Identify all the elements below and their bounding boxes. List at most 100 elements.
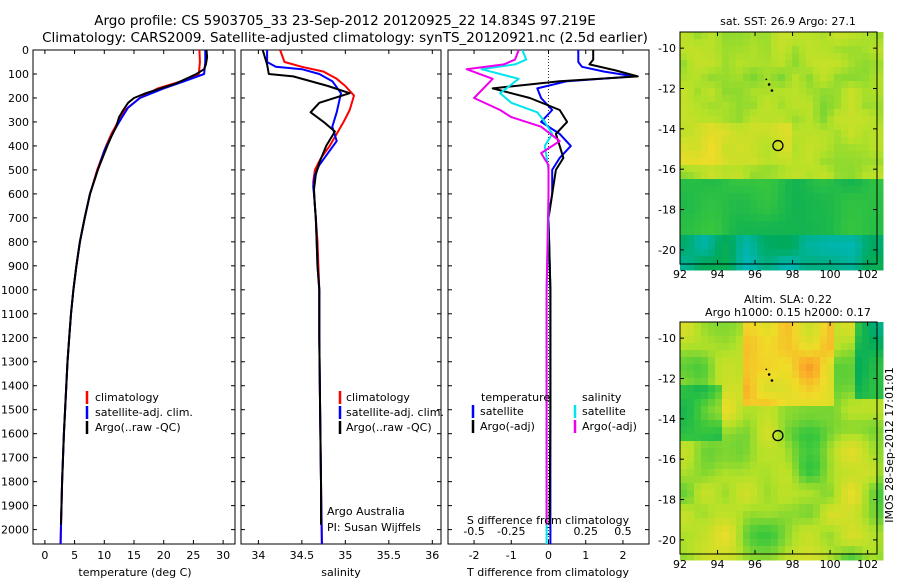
heatmap-cell [736,221,744,229]
heatmap-cell [736,497,744,505]
heatmap-cell [701,448,709,456]
heatmap-cell [771,81,779,89]
heatmap-cell [722,448,730,456]
heatmap-cell [869,441,877,449]
heatmap-cell [792,249,800,257]
heatmap-cell [687,46,695,54]
heatmap-cell [848,427,856,435]
heatmap-cell [869,427,877,435]
heatmap-cell [729,95,737,103]
heatmap-cell [680,60,688,68]
heatmap-cell [701,350,709,358]
heatmap-cell [708,116,716,124]
heatmap-cell [687,109,695,117]
heatmap-cell [820,322,828,330]
heatmap-cell [862,420,870,428]
heatmap-cell [778,427,786,435]
heatmap-cell [813,228,821,236]
heatmap-cell [715,109,723,117]
legend-label-climatology: climatology [95,391,159,404]
heatmap-cell [743,378,751,386]
heatmap-cell [876,88,884,96]
heatmap-cell [806,249,814,257]
heatmap-cell [869,214,877,222]
heatmap-cell [715,322,723,330]
heatmap-cell [785,448,793,456]
heatmap-cell [848,399,856,407]
heatmap-cell [792,67,800,75]
heatmap-cell [778,371,786,379]
heatmap-cell [722,102,730,110]
heatmap-cell [771,322,779,330]
heatmap-cell [813,158,821,166]
heatmap-cell [729,137,737,145]
heatmap-cell [792,158,800,166]
heatmap-cell [680,151,688,159]
heatmap-cell [806,158,814,166]
heatmap-cell [827,497,835,505]
series-line-s-argo [465,50,561,525]
heatmap-cell [834,67,842,75]
heatmap-cell [715,207,723,215]
heatmap-cell [757,448,765,456]
difference-xlabel-top: S difference from climatology [467,514,630,527]
heatmap-cell [820,378,828,386]
heatmap-cell [876,67,884,75]
heatmap-cell [778,518,786,526]
heatmap-cell [862,329,870,337]
heatmap-cell [827,109,835,117]
heatmap-cell [743,406,751,414]
heatmap-cell [715,242,723,250]
heatmap-cell [722,109,730,117]
heatmap-cell [715,144,723,152]
heatmap-cell [785,81,793,89]
heatmap-cell [757,350,765,358]
heatmap-cell [848,546,856,554]
heatmap-cell [806,497,814,505]
heatmap-cell [827,67,835,75]
heatmap-cell [722,144,730,152]
heatmap-cell [694,476,702,484]
heatmap-cell [792,462,800,470]
heatmap-cell [680,39,688,47]
heatmap-cell [778,378,786,386]
heatmap-cell [750,413,758,421]
heatmap-cell [841,553,849,561]
heatmap-cell [708,497,716,505]
heatmap-cell [792,88,800,96]
legend-label-t-satellite: satellite [480,405,524,418]
heatmap-cell [701,235,709,243]
heatmap-cell [736,518,744,526]
heatmap-cell [729,462,737,470]
heatmap-cell [722,74,730,82]
heatmap-cell [694,546,702,554]
heatmap-cell [785,434,793,442]
heatmap-cell [862,228,870,236]
heatmap-cell [736,109,744,117]
heatmap-cell [729,172,737,180]
heatmap-cell [799,221,807,229]
heatmap-cell [876,504,884,512]
heatmap-cell [820,483,828,491]
heatmap-cell [862,343,870,351]
heatmap-cell [792,53,800,61]
heatmap-cell [701,165,709,173]
heatmap-cell [722,200,730,208]
heatmap-cell [792,476,800,484]
heatmap-cell [764,256,772,264]
heatmap-cell [722,46,730,54]
heatmap-cell [799,455,807,463]
heatmap-cell [778,214,786,222]
y-tick-label: -14 [658,123,676,136]
heatmap-cell [813,144,821,152]
heatmap-cell [792,46,800,54]
heatmap-cell [778,525,786,533]
heatmap-cell [848,228,856,236]
heatmap-cell [827,434,835,442]
heatmap-cell [729,322,737,330]
heatmap-cell [820,193,828,201]
heatmap-cell [743,455,751,463]
heatmap-cell [806,179,814,187]
heatmap-cell [715,525,723,533]
